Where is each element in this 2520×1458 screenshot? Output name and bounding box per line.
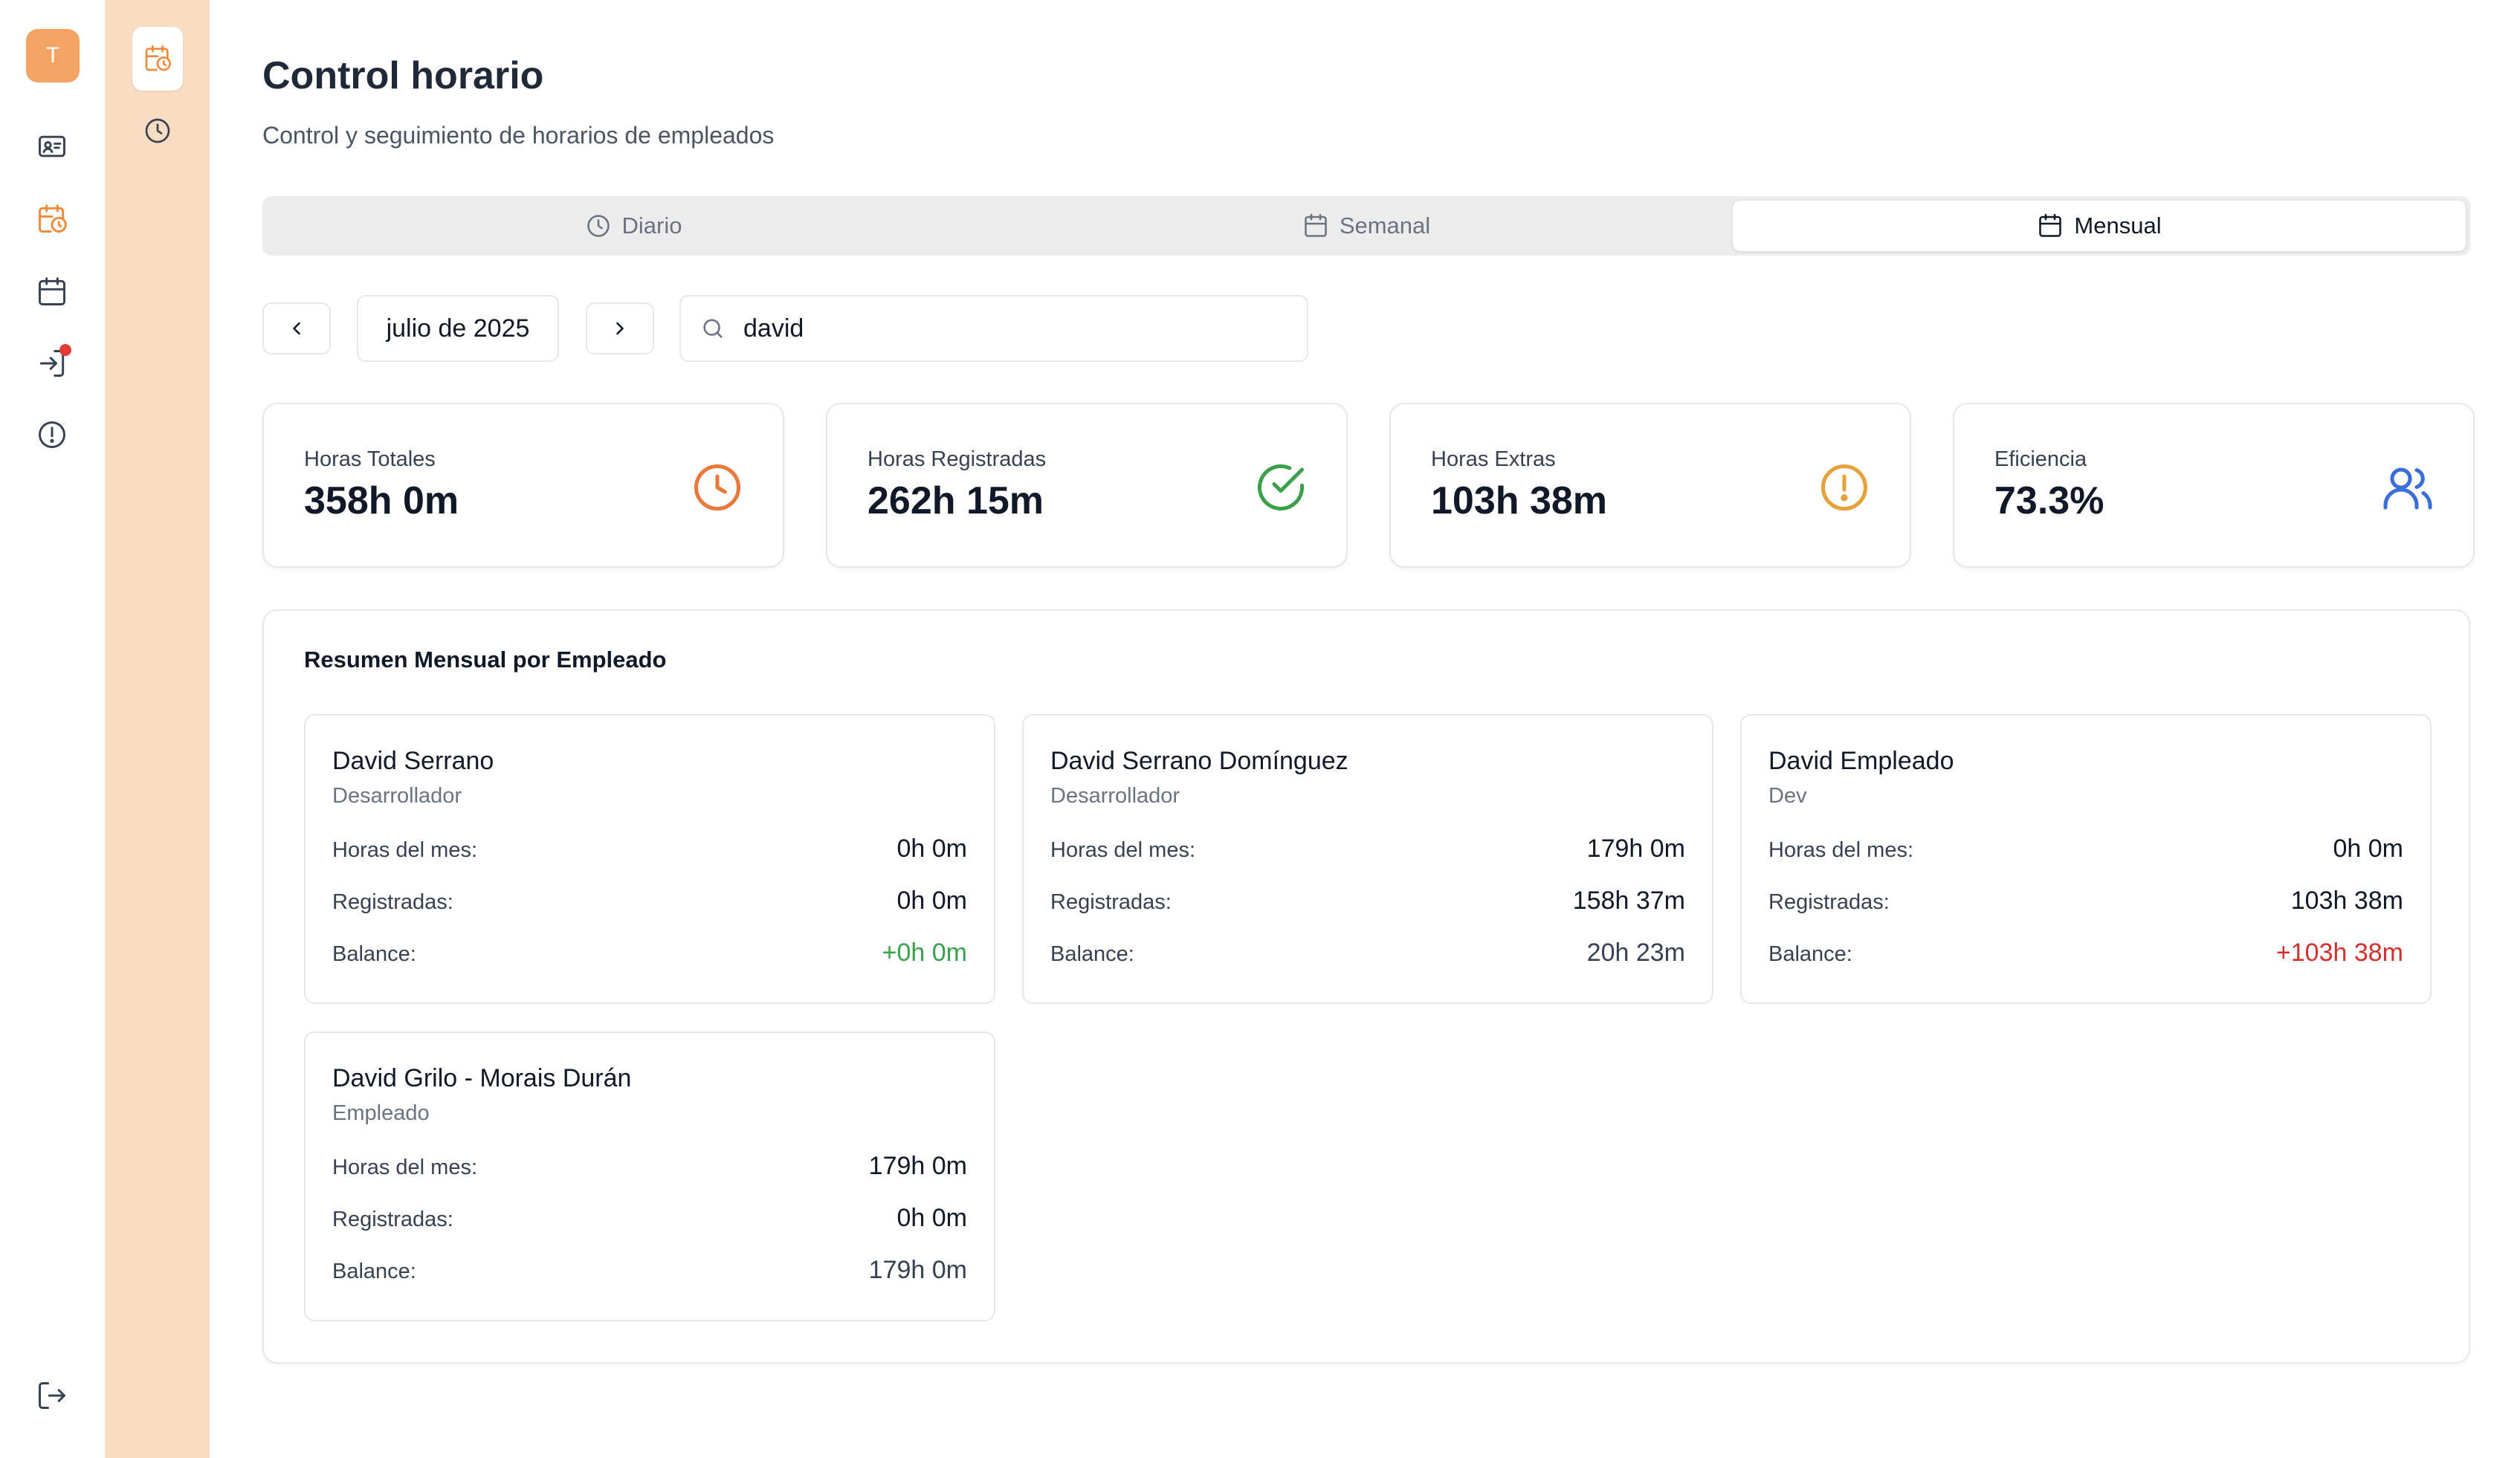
calendar-clock-icon[interactable]	[34, 201, 70, 237]
employee-card[interactable]: David Grilo - Morais Durán Empleado Hora…	[304, 1031, 995, 1321]
logout-icon[interactable]	[34, 1378, 70, 1413]
registered-label: Registradas:	[1768, 890, 1890, 914]
stat-value: 262h 15m	[868, 479, 1044, 522]
tab-semanal[interactable]: Semanal	[1000, 201, 1733, 251]
employee-card[interactable]: David Empleado Dev Horas del mes: 0h 0m R…	[1740, 714, 2432, 1004]
tab-diario[interactable]: Diario	[267, 201, 1000, 251]
previous-month-button[interactable]	[262, 302, 331, 354]
summary-title: Resumen Mensual por Empleado	[304, 647, 667, 673]
balance-label: Balance:	[332, 1260, 416, 1283]
stat-label: Horas Extras	[1431, 447, 1556, 471]
stat-card-extra-hours: Horas Extras 103h 38m	[1389, 403, 1911, 568]
registered-label: Registradas:	[332, 890, 453, 914]
employee-search	[679, 295, 1308, 362]
calendar-clock-icon	[145, 45, 171, 71]
balance-value: 20h 23m	[1586, 939, 1685, 967]
secondary-nav-panel	[105, 0, 210, 1458]
current-period-label: julio de 2025	[357, 295, 559, 362]
stat-label: Horas Totales	[304, 447, 436, 471]
monthly-summary-panel: Resumen Mensual por Empleado David Serra…	[262, 609, 2470, 1364]
notification-dot	[59, 344, 71, 356]
registered-value: 0h 0m	[896, 1204, 968, 1232]
balance-label: Balance:	[332, 942, 416, 966]
page-subtitle: Control y seguimiento de horarios de emp…	[262, 122, 775, 149]
users-icon	[2383, 467, 2432, 510]
check-circle-icon	[1257, 464, 1305, 511]
balance-label: Balance:	[1050, 942, 1134, 966]
stat-card-registered-hours: Horas Registradas 262h 15m	[826, 403, 1348, 568]
stat-card-total-hours: Horas Totales 358h 0m	[262, 403, 784, 568]
hours-value: 179h 0m	[1586, 835, 1685, 863]
tab-label: Semanal	[1339, 213, 1431, 239]
employee-card[interactable]: David Serrano Domínguez Desarrollador Ho…	[1022, 714, 1713, 1004]
clock-icon	[145, 118, 170, 143]
tab-label: Diario	[621, 213, 682, 239]
employee-role: Desarrollador	[1050, 784, 1180, 808]
hours-value: 0h 0m	[896, 835, 968, 863]
balance-value: +103h 38m	[2275, 939, 2403, 967]
employee-name: David Empleado	[1768, 747, 1954, 775]
subnav-item-time-control[interactable]	[132, 27, 183, 91]
employee-role: Dev	[1768, 784, 1807, 808]
employee-name: David Grilo - Morais Durán	[332, 1064, 632, 1092]
registered-value: 0h 0m	[896, 887, 968, 915]
next-month-button[interactable]	[586, 302, 654, 354]
hours-value: 179h 0m	[868, 1152, 967, 1180]
hours-label: Horas del mes:	[332, 1156, 478, 1179]
search-icon	[703, 319, 723, 338]
registered-value: 103h 38m	[2290, 887, 2403, 915]
balance-value: 179h 0m	[868, 1256, 967, 1284]
hours-value: 0h 0m	[2333, 835, 2404, 863]
tab-label: Mensual	[2074, 213, 2162, 239]
employee-role: Empleado	[332, 1101, 430, 1125]
registered-label: Registradas:	[332, 1208, 453, 1231]
balance-value: +0h 0m	[882, 939, 967, 967]
employee-name: David Serrano Domínguez	[1050, 747, 1348, 775]
hours-label: Horas del mes:	[1050, 838, 1196, 862]
chevron-right-icon	[616, 322, 624, 335]
view-tabs: Diario Semanal Mensual	[262, 196, 2470, 256]
calendar-icon	[1305, 213, 1327, 237]
subnav-item-clock[interactable]	[132, 99, 183, 163]
employee-card[interactable]: David Serrano Desarrollador Horas del me…	[304, 714, 995, 1004]
tab-mensual[interactable]: Mensual	[1733, 201, 2466, 251]
hours-label: Horas del mes:	[1768, 838, 1914, 862]
stat-label: Horas Registradas	[868, 447, 1047, 471]
stat-label: Eficiencia	[1994, 447, 2087, 471]
id-card-icon[interactable]	[34, 129, 70, 164]
icon-rail: T	[0, 0, 105, 1458]
page-title: Control horario	[262, 54, 544, 97]
clock-icon	[694, 464, 741, 511]
avatar[interactable]: T	[26, 29, 80, 82]
search-input[interactable]	[743, 314, 1264, 343]
employee-role: Desarrollador	[332, 784, 462, 808]
sign-in-icon[interactable]	[34, 344, 71, 381]
clock-icon	[587, 215, 610, 237]
registered-value: 158h 37m	[1572, 887, 1685, 915]
stat-card-efficiency: Eficiencia 73.3%	[1953, 403, 2475, 568]
chevron-left-icon	[293, 322, 300, 335]
employee-name: David Serrano	[332, 747, 494, 775]
registered-label: Registradas:	[1050, 890, 1172, 914]
stat-value: 358h 0m	[304, 479, 459, 522]
alert-circle-icon[interactable]	[34, 417, 70, 453]
hours-label: Horas del mes:	[332, 838, 478, 862]
alert-circle-icon	[1820, 464, 1868, 511]
calendar-icon[interactable]	[34, 274, 70, 310]
balance-label: Balance:	[1768, 942, 1852, 966]
stat-value: 103h 38m	[1431, 479, 1608, 522]
stat-value: 73.3%	[1994, 479, 2104, 522]
calendar-icon	[2039, 213, 2062, 237]
